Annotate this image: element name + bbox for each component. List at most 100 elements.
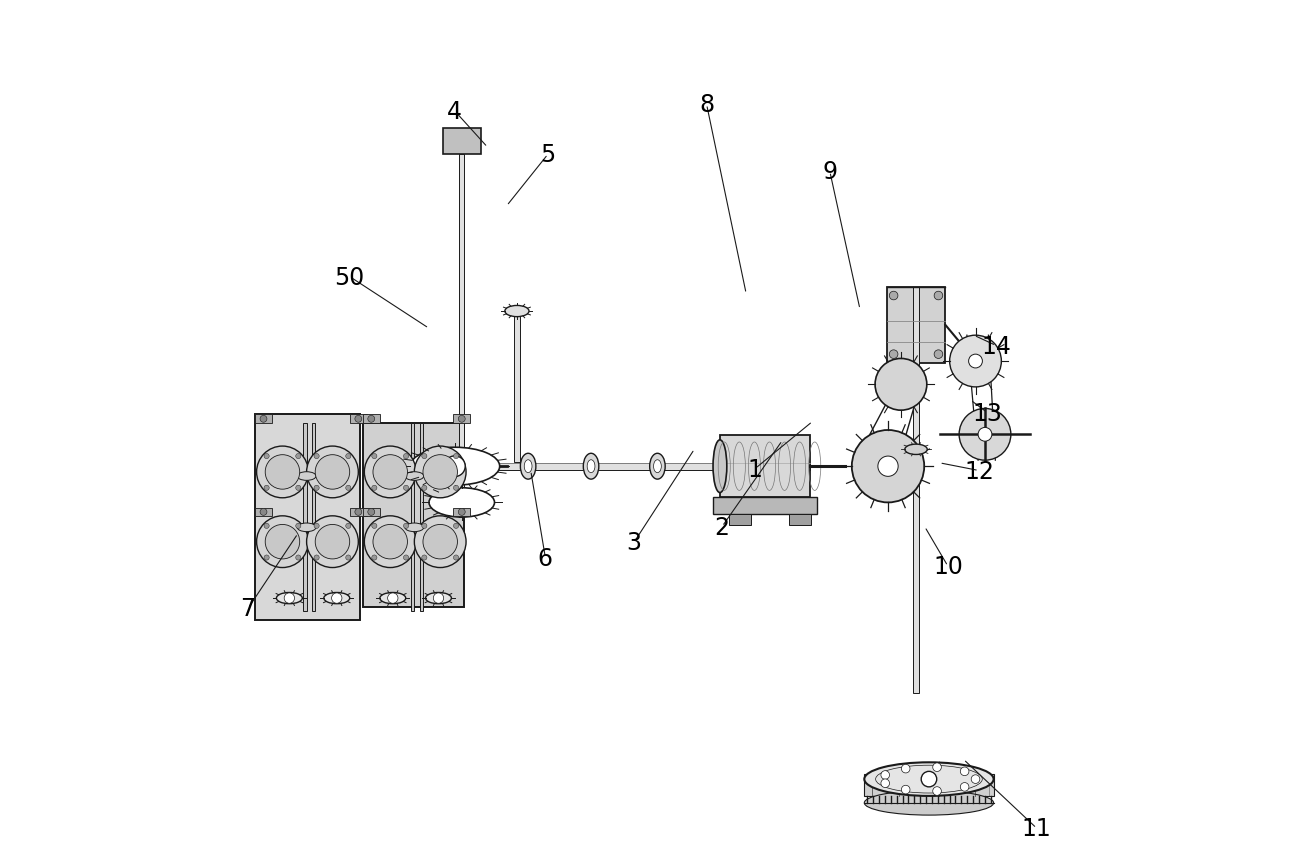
Circle shape (260, 416, 267, 423)
Bar (514, 312, 519, 462)
Bar (887, 288, 945, 363)
Ellipse shape (654, 460, 661, 474)
Circle shape (433, 593, 443, 604)
Bar (454, 415, 470, 424)
Circle shape (266, 525, 300, 560)
Bar (454, 508, 470, 517)
Text: 13: 13 (973, 401, 1003, 425)
Ellipse shape (505, 307, 528, 317)
Ellipse shape (588, 460, 596, 474)
Circle shape (365, 517, 416, 568)
Circle shape (901, 765, 910, 773)
Ellipse shape (296, 472, 316, 480)
Ellipse shape (650, 454, 665, 480)
Circle shape (403, 454, 409, 459)
Circle shape (371, 523, 376, 529)
Circle shape (959, 409, 1011, 461)
Bar (419, 424, 423, 611)
Text: 9: 9 (822, 160, 838, 184)
Ellipse shape (525, 460, 532, 474)
Circle shape (315, 454, 320, 459)
Circle shape (371, 486, 376, 491)
Circle shape (968, 355, 982, 369)
Circle shape (345, 555, 351, 561)
Bar (865, 775, 994, 796)
Ellipse shape (405, 523, 424, 532)
Circle shape (264, 486, 269, 491)
Circle shape (422, 486, 427, 491)
Circle shape (345, 523, 351, 529)
Circle shape (901, 785, 910, 794)
Text: 11: 11 (1022, 816, 1052, 840)
Bar (468, 463, 811, 470)
Circle shape (454, 555, 459, 561)
Bar (443, 129, 481, 155)
Bar (312, 424, 316, 611)
Circle shape (373, 525, 407, 560)
Text: 2: 2 (714, 515, 730, 539)
Circle shape (315, 523, 320, 529)
Circle shape (922, 771, 937, 787)
Bar (728, 514, 751, 525)
Circle shape (971, 775, 980, 784)
Circle shape (315, 486, 320, 491)
Circle shape (852, 430, 924, 503)
Circle shape (257, 517, 308, 568)
Circle shape (422, 523, 427, 529)
Circle shape (423, 455, 458, 490)
Bar (255, 508, 272, 517)
Bar (349, 508, 367, 517)
Circle shape (367, 509, 375, 516)
Text: 6: 6 (538, 546, 553, 570)
Ellipse shape (429, 488, 495, 517)
Ellipse shape (905, 444, 927, 455)
Circle shape (266, 455, 300, 490)
Circle shape (454, 486, 459, 491)
Circle shape (264, 454, 269, 459)
Text: 8: 8 (699, 93, 714, 117)
Circle shape (933, 787, 941, 796)
Ellipse shape (405, 472, 424, 480)
Circle shape (371, 555, 376, 561)
Bar (411, 424, 414, 611)
Circle shape (403, 523, 409, 529)
Circle shape (875, 359, 927, 411)
Circle shape (367, 416, 375, 423)
Circle shape (371, 454, 376, 459)
Bar (789, 514, 811, 525)
Circle shape (307, 447, 358, 499)
Circle shape (295, 523, 300, 529)
Circle shape (316, 525, 349, 560)
Circle shape (414, 447, 467, 499)
Circle shape (354, 509, 362, 516)
Ellipse shape (296, 523, 316, 532)
Ellipse shape (380, 592, 406, 604)
Text: 10: 10 (933, 554, 963, 579)
Circle shape (950, 336, 1002, 387)
Circle shape (935, 292, 942, 300)
Circle shape (295, 555, 300, 561)
Circle shape (454, 454, 459, 459)
Bar (713, 498, 817, 515)
Circle shape (403, 486, 409, 491)
Circle shape (422, 454, 427, 459)
Bar (721, 436, 811, 498)
Bar (913, 288, 919, 693)
Ellipse shape (410, 448, 500, 486)
Ellipse shape (865, 790, 994, 815)
Circle shape (889, 350, 898, 359)
Circle shape (459, 509, 465, 516)
Circle shape (331, 593, 342, 604)
Ellipse shape (865, 763, 994, 796)
Bar (362, 415, 380, 424)
Bar (362, 424, 464, 607)
Bar (362, 508, 380, 517)
Ellipse shape (584, 454, 599, 480)
Circle shape (354, 416, 362, 423)
Bar (255, 415, 272, 424)
Circle shape (295, 486, 300, 491)
Circle shape (264, 523, 269, 529)
Circle shape (316, 455, 349, 490)
Circle shape (933, 763, 941, 771)
Circle shape (315, 555, 320, 561)
